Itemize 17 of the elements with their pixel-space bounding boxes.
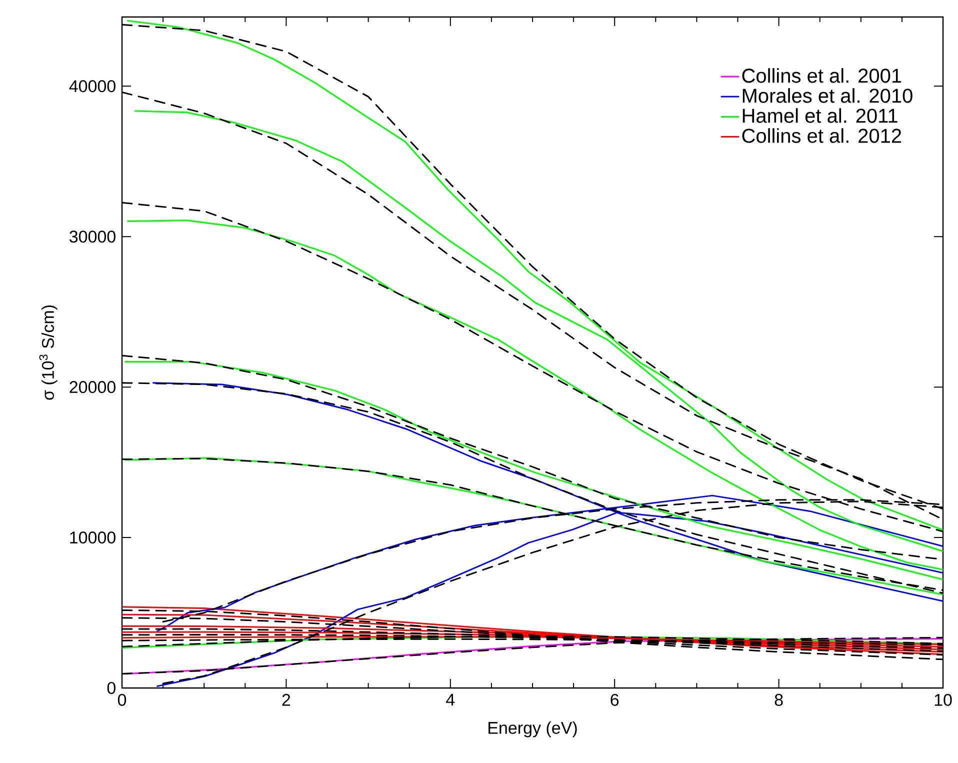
- x-tick-label: 0: [118, 694, 126, 706]
- x-tick-label: 2: [282, 694, 290, 706]
- legend-label: Hamel et al. 2011: [742, 108, 898, 123]
- x-axis-title: Energy (eV): [488, 721, 577, 738]
- x-tick-label: 6: [610, 694, 619, 706]
- legend-label: Collins et al. 2012: [742, 128, 902, 143]
- y-tick-label: 40000: [69, 80, 116, 92]
- y-tick-label: 0: [107, 682, 116, 694]
- y-tick-label: 20000: [70, 381, 116, 394]
- y-tick-label: 30000: [70, 230, 116, 243]
- x-tick-label: 4: [446, 694, 455, 706]
- legend-label: Morales et al. 2010: [742, 88, 912, 103]
- y-tick-label: 10000: [70, 532, 116, 544]
- y-axis-title: σ (10$^{3}$ S/cm): [39, 306, 58, 400]
- legend-label: Collins et al. 2001: [742, 68, 902, 83]
- x-tick-label: 8: [774, 694, 783, 706]
- x-tick-label: 10: [934, 694, 952, 706]
